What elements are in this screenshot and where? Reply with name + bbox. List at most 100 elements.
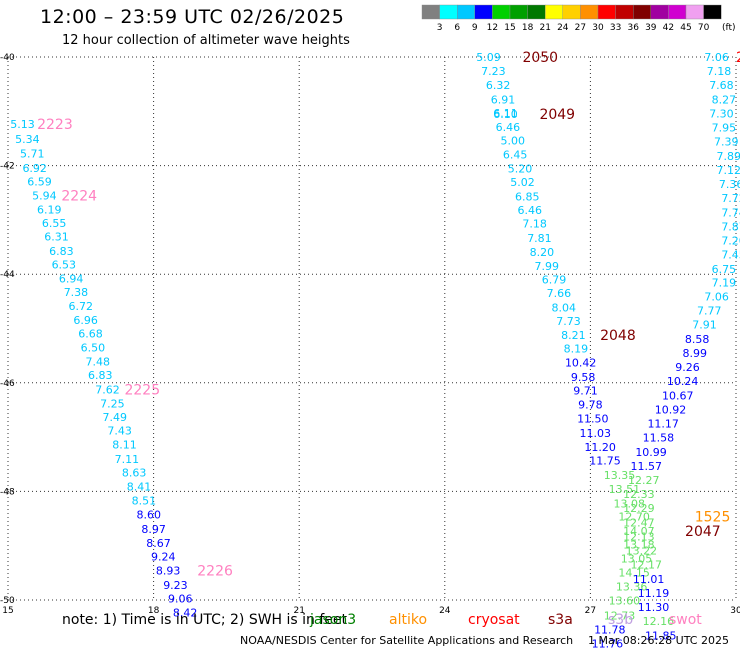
data-point-label: 6.59	[27, 175, 52, 188]
data-point-label: 6.46	[517, 204, 542, 217]
color-scale-bin	[580, 4, 599, 20]
color-scale-label: 39	[645, 23, 657, 33]
data-point-label: 12.47	[623, 516, 655, 529]
color-scale-label: 42	[663, 23, 674, 33]
data-point-label: 11.78	[594, 623, 626, 636]
x-tick-label: 21	[293, 606, 304, 616]
data-point-label: 10.24	[667, 375, 699, 388]
data-point-label: 11.19	[638, 587, 670, 600]
data-point-label: 8.19	[564, 343, 589, 356]
x-tick-label: 27	[585, 606, 596, 616]
track-id-label: 2224	[61, 188, 97, 204]
data-point-label: 13.36	[616, 580, 648, 593]
color-scale-bin	[421, 4, 440, 20]
data-point-label: 12.27	[628, 474, 660, 487]
color-scale-label: 70	[698, 23, 710, 33]
data-point-label: 7.68	[709, 79, 734, 92]
data-point-label: 9.06	[168, 592, 193, 605]
data-point-label: 7.23	[481, 65, 506, 78]
color-scale-bin	[492, 4, 511, 20]
satellite-legend-item: s3b	[608, 612, 634, 628]
data-point-label: 11.50	[577, 413, 609, 426]
y-tick-label: -50	[0, 596, 15, 606]
data-point-label: 7.11	[115, 453, 140, 466]
track-id-label: 2	[736, 50, 740, 66]
data-point-label: 13.18	[623, 539, 655, 552]
data-point-label: 9.71	[573, 384, 598, 397]
data-point-label: 11.30	[638, 601, 670, 614]
data-point-label: 11.85	[645, 629, 677, 642]
data-point-label: 7.45	[721, 249, 740, 262]
color-scale-bin	[562, 4, 581, 20]
color-scale-bin	[597, 4, 616, 20]
y-tick-label: -40	[0, 53, 15, 63]
y-tick-label: -44	[0, 270, 15, 280]
data-point-label: 6.75	[712, 263, 737, 276]
track-id-label: 2050	[522, 50, 558, 66]
data-point-label: 5.13	[10, 118, 35, 131]
data-point-label: 7.49	[103, 411, 128, 424]
data-point-label: 12.29	[623, 502, 655, 515]
data-point-label: 8.04	[551, 301, 576, 314]
data-point-label: 8.60	[136, 509, 161, 522]
data-point-label: 7.43	[107, 425, 132, 438]
data-point-label: 6.85	[515, 191, 540, 204]
data-point-label: 7.87	[721, 220, 740, 233]
footer-timestamp: 1 Mar 08:26:28 UTC 2025	[588, 634, 729, 647]
data-point-label: 13.22	[626, 545, 658, 558]
data-point-label: 12.16	[643, 615, 675, 628]
data-point-label: 10.92	[655, 403, 687, 416]
data-point-label: 7.12	[716, 164, 740, 177]
data-point-label: 8.20	[530, 246, 555, 259]
color-scale-label: 21	[539, 23, 550, 33]
data-point-label: 8.41	[127, 481, 152, 494]
data-point-label: 8.42	[173, 606, 198, 619]
grid	[7, 56, 737, 601]
color-scale-bin	[633, 4, 652, 20]
data-point-label: 8.51	[132, 495, 157, 508]
track-id-label: 1525	[695, 509, 731, 525]
satellite-legend-item: s3a	[548, 612, 573, 628]
footer-credit: NOAA/NESDIS Center for Satellite Applica…	[240, 634, 574, 647]
track-id-label: 2223	[37, 117, 73, 133]
y-tick-label: -46	[0, 379, 15, 389]
data-point-label: 6.92	[22, 162, 47, 175]
data-point-label: 6.19	[37, 204, 62, 217]
data-point-label: 7.72	[721, 192, 740, 205]
data-point-label: 6.83	[88, 369, 113, 382]
color-scale-label: 36	[627, 23, 639, 33]
satellite-legend-item: jason3	[310, 612, 357, 628]
color-scale-label: 15	[504, 23, 515, 33]
data-point-label: 13.05	[621, 553, 653, 566]
color-scale-label: 9	[472, 23, 478, 33]
data-point-label: 7.19	[712, 276, 737, 289]
track-id-label: 2047	[685, 524, 721, 540]
data-point-label: 9.58	[571, 371, 596, 384]
data-point-label: 8.63	[122, 466, 147, 479]
data-point-label: 7.74	[721, 206, 740, 219]
data-point-label: 7.81	[527, 232, 552, 245]
color-scale-bin	[703, 4, 722, 20]
data-point-label: 7.06	[704, 51, 729, 64]
data-point-label: 7.89	[716, 150, 740, 163]
data-point-label: 6.46	[496, 121, 521, 134]
data-point-label: 7.73	[556, 315, 581, 328]
y-tick-label: -48	[0, 487, 15, 497]
data-point-label: 7.20	[721, 235, 740, 248]
x-tick-label: 15	[2, 606, 13, 616]
x-tick-label: 18	[148, 606, 160, 616]
data-point-label: 6.83	[49, 245, 74, 258]
data-point-label: 5.20	[508, 162, 533, 175]
track-id-label: 2048	[600, 328, 636, 344]
data-point-label: 6.10	[493, 108, 518, 121]
color-scale-bin	[439, 4, 458, 20]
satellite-legend-item: altiko	[389, 612, 428, 628]
data-point-label: 11.17	[647, 418, 679, 431]
x-tick-label: 24	[439, 606, 451, 616]
satellite-legend-item: cryosat	[468, 612, 520, 628]
x-tick-label: 30	[730, 606, 740, 616]
track-id-label: 2226	[197, 564, 233, 580]
data-point-label: 7.06	[704, 290, 729, 303]
